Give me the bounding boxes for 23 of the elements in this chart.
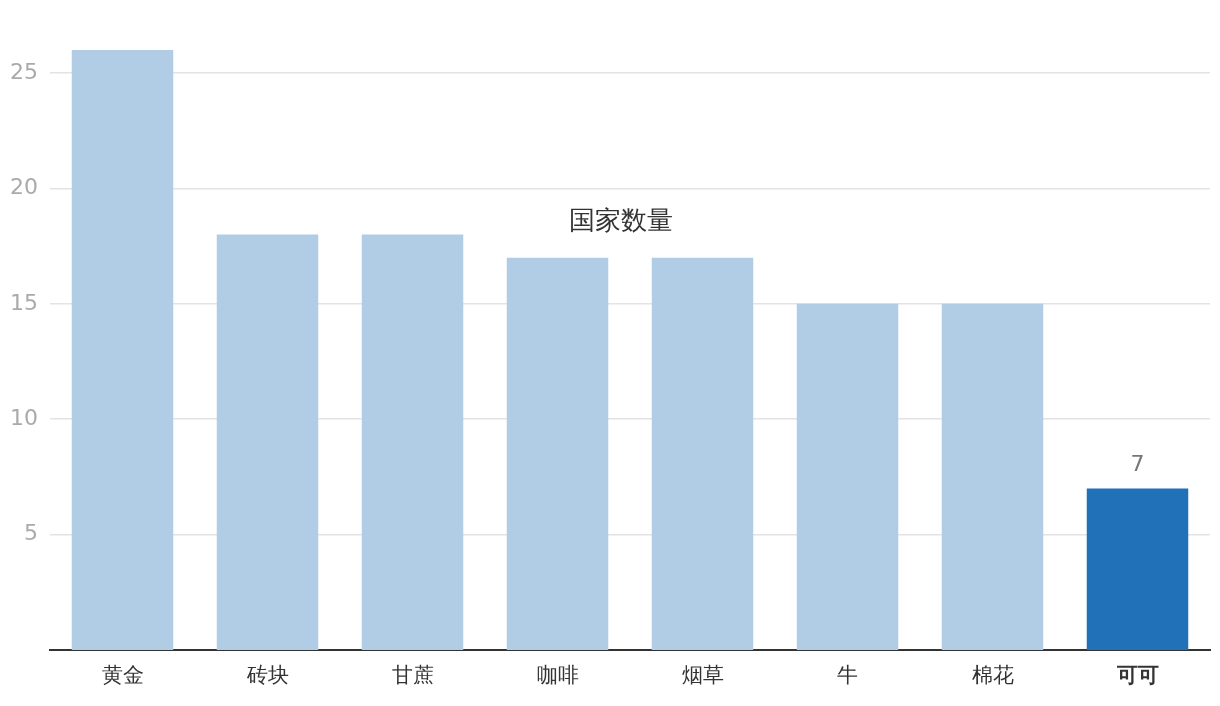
- bar: [651, 257, 754, 650]
- y-tick-label: 20: [10, 174, 38, 200]
- x-tick-label: 黄金: [101, 663, 144, 688]
- x-tick-label: 棉花: [971, 663, 1014, 688]
- x-tick-label: 可可: [1115, 663, 1159, 688]
- text: 国家数量: [569, 204, 673, 235]
- bar: [506, 257, 609, 650]
- bar: [216, 234, 319, 650]
- data-label: 7: [1130, 451, 1145, 477]
- bar: [361, 234, 464, 650]
- y-tick-label: 25: [10, 58, 38, 84]
- y-tick-label: 15: [10, 289, 38, 315]
- x-tick-label: 甘蔗: [391, 663, 434, 688]
- bar: [796, 303, 899, 650]
- bar: [1086, 488, 1189, 650]
- x-tick-label: 牛: [837, 663, 858, 688]
- y-tick-label: 10: [10, 404, 38, 430]
- bar: [941, 303, 1044, 650]
- x-tick-label: 砖块: [245, 663, 289, 688]
- x-tick-label: 烟草: [681, 663, 724, 688]
- bar: [71, 50, 174, 650]
- x-tick-label: 咖啡: [536, 663, 579, 688]
- y-tick-label: 5: [24, 520, 38, 546]
